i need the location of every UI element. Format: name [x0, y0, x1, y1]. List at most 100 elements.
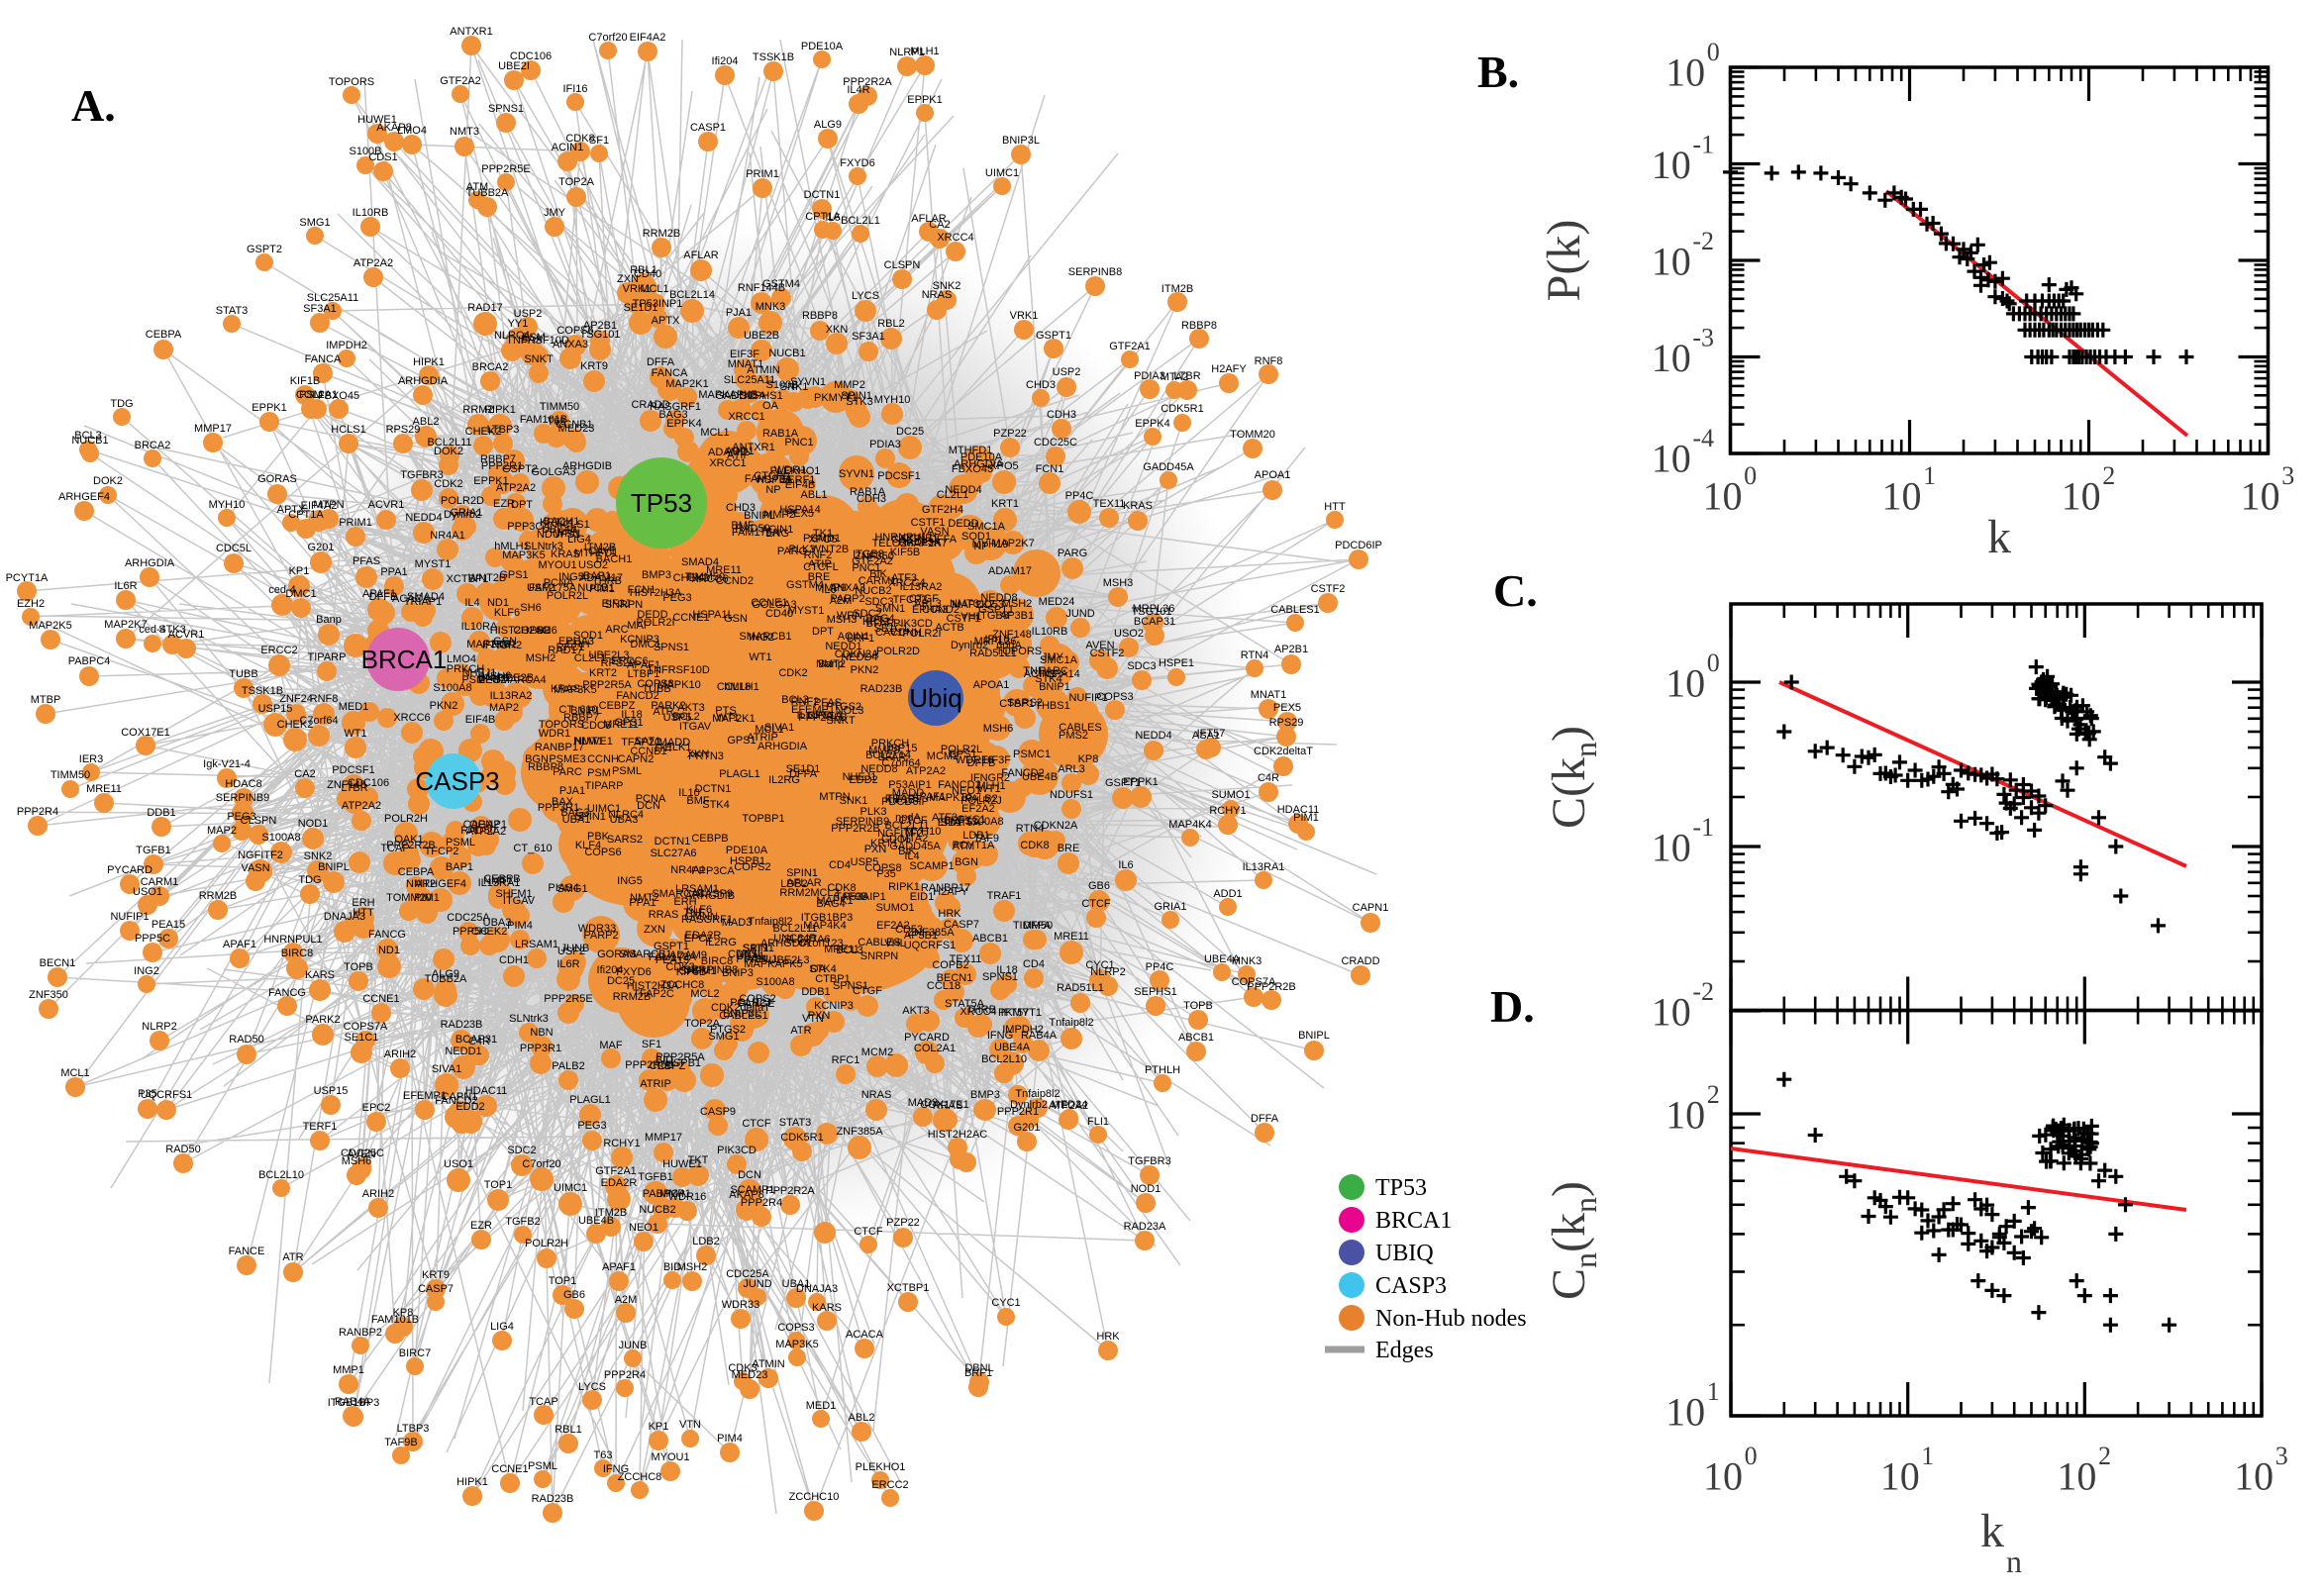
svg-text:EPPK4: EPPK4: [1135, 418, 1169, 430]
svg-text:CPT1A: CPT1A: [805, 211, 841, 223]
svg-text:YY1: YY1: [508, 318, 529, 330]
svg-text:IL10RB: IL10RB: [1032, 626, 1068, 638]
svg-text:hMLH1: hMLH1: [494, 541, 529, 552]
svg-text:KRT2: KRT2: [589, 667, 617, 679]
svg-text:PEG3: PEG3: [227, 811, 255, 823]
svg-text:EIF4A2: EIF4A2: [630, 32, 666, 44]
svg-text:GSPT1: GSPT1: [1036, 330, 1071, 342]
svg-text:COPS3: COPS3: [777, 1322, 814, 1334]
svg-text:HIPK1: HIPK1: [456, 1476, 488, 1488]
svg-text:USP15: USP15: [314, 1085, 349, 1097]
svg-text:RBBP8: RBBP8: [1181, 320, 1217, 332]
svg-text:PYCARD: PYCARD: [107, 864, 152, 876]
svg-text:MAP2K5: MAP2K5: [29, 620, 71, 632]
svg-text:ITM2B: ITM2B: [1162, 283, 1193, 295]
svg-text:TFCP2: TFCP2: [425, 846, 459, 857]
svg-text:PPA1: PPA1: [629, 897, 656, 909]
svg-text:TOPB: TOPB: [1183, 1000, 1213, 1012]
svg-text:BIRC8: BIRC8: [281, 948, 313, 959]
svg-text:ZXN: ZXN: [617, 273, 639, 285]
svg-text:TOPB: TOPB: [344, 961, 373, 973]
svg-text:AFLAR: AFLAR: [911, 213, 947, 225]
svg-text:ERCC6: ERCC6: [611, 655, 648, 667]
svg-text:SPNS1: SPNS1: [488, 103, 524, 115]
svg-text:STAT3: STAT3: [216, 305, 249, 317]
svg-text:3: 3: [2281, 461, 2294, 490]
svg-text:RBBP8: RBBP8: [528, 761, 563, 773]
svg-text:GSN: GSN: [493, 636, 517, 648]
svg-text:TGFB1: TGFB1: [136, 845, 170, 856]
svg-text:MAP3K5: MAP3K5: [554, 684, 596, 696]
svg-text:TP53: TP53: [1375, 1175, 1427, 1201]
svg-text:10: 10: [2234, 1453, 2273, 1498]
svg-text:CTCF: CTCF: [898, 815, 928, 827]
svg-text:PDE10A: PDE10A: [801, 41, 844, 52]
svg-text:SAT1: SAT1: [635, 736, 661, 748]
svg-text:CCNE1: CCNE1: [672, 612, 709, 624]
svg-text:FANCG: FANCG: [268, 987, 306, 999]
svg-text:NBN: NBN: [530, 1027, 553, 1039]
svg-text:CSTF1: CSTF1: [947, 613, 981, 625]
svg-text:KRT9: KRT9: [580, 360, 608, 372]
svg-text:TSSK1B: TSSK1B: [753, 51, 794, 63]
svg-text:2: 2: [2098, 1442, 2111, 1470]
svg-text:TGFB1: TGFB1: [638, 1171, 672, 1183]
svg-text:MSH6: MSH6: [342, 1155, 372, 1167]
svg-text:MAP2K7: MAP2K7: [991, 538, 1034, 549]
svg-text:MTPN: MTPN: [313, 499, 344, 511]
svg-text:Igk-V21-4: Igk-V21-4: [203, 758, 251, 770]
svg-text:DCN: DCN: [738, 1169, 761, 1181]
svg-text:TAF9B: TAF9B: [384, 1437, 417, 1448]
svg-text:SNKT: SNKT: [826, 715, 856, 727]
svg-text:SIVA1: SIVA1: [432, 1063, 461, 1075]
svg-text:CDH1: CDH1: [499, 954, 529, 966]
svg-text:COX17E1: COX17E1: [121, 727, 170, 739]
svg-text:10: 10: [1666, 50, 1705, 94]
svg-text:MMP9: MMP9: [815, 582, 847, 594]
svg-text:UBE2I: UBE2I: [498, 60, 530, 72]
svg-text:MMP1: MMP1: [333, 1364, 364, 1376]
svg-text:USF2: USF2: [557, 946, 585, 957]
svg-text:GSTM4: GSTM4: [762, 278, 800, 290]
svg-text:RBL2: RBL2: [877, 318, 905, 330]
svg-text:SDC2: SDC2: [507, 1145, 536, 1156]
svg-text:WDR1: WDR1: [774, 464, 806, 476]
svg-text:RAD51L1: RAD51L1: [1057, 982, 1104, 994]
svg-text:MSH6: MSH6: [983, 723, 1014, 735]
svg-text:CD4: CD4: [1023, 958, 1045, 970]
svg-text:ARHGDIA: ARHGDIA: [398, 375, 449, 387]
svg-text:-2: -2: [1692, 227, 1714, 255]
svg-text:CD40: CD40: [765, 608, 793, 620]
svg-text:PDIA3: PDIA3: [869, 439, 901, 450]
svg-text:EPC2: EPC2: [362, 1102, 391, 1114]
svg-text:ERH: ERH: [352, 897, 374, 909]
svg-text:TKT: TKT: [688, 1154, 709, 1166]
svg-text:HSPA14: HSPA14: [779, 504, 820, 516]
svg-text:CASP9: CASP9: [700, 1106, 736, 1118]
svg-text:BCL3: BCL3: [74, 430, 102, 442]
svg-text:CAPN2: CAPN2: [618, 753, 655, 765]
svg-text:SARS2: SARS2: [607, 834, 643, 846]
svg-text:ERCC2: ERCC2: [260, 645, 297, 656]
svg-text:C.: C.: [1493, 565, 1538, 616]
svg-text:RFC1: RFC1: [832, 1054, 860, 1066]
svg-text:GSPT2: GSPT2: [247, 244, 282, 255]
svg-text:MYOU1: MYOU1: [651, 1451, 689, 1463]
svg-text:GSPT1: GSPT1: [654, 941, 689, 952]
svg-text:LYCS: LYCS: [852, 290, 879, 302]
svg-text:EIF4B: EIF4B: [465, 714, 496, 726]
svg-text:RBBP8: RBBP8: [802, 310, 838, 322]
svg-text:BECN1: BECN1: [40, 957, 76, 969]
svg-text:ATP2A2: ATP2A2: [354, 257, 393, 269]
svg-text:B.: B.: [1477, 47, 1519, 97]
svg-text:ATR: ATR: [653, 706, 673, 718]
svg-text:PZP22: PZP22: [886, 1217, 920, 1229]
svg-text:ANTXR1: ANTXR1: [450, 26, 492, 38]
svg-text:POLR2H: POLR2H: [525, 1238, 568, 1249]
svg-text:KLF6: KLF6: [686, 904, 712, 916]
svg-text:10: 10: [2241, 473, 2280, 518]
svg-text:BRF1: BRF1: [847, 633, 874, 645]
svg-text:MSH2: MSH2: [677, 1261, 708, 1273]
svg-text:TGFBR3: TGFBR3: [1128, 1155, 1170, 1167]
svg-text:SERPINB9: SERPINB9: [216, 792, 269, 804]
